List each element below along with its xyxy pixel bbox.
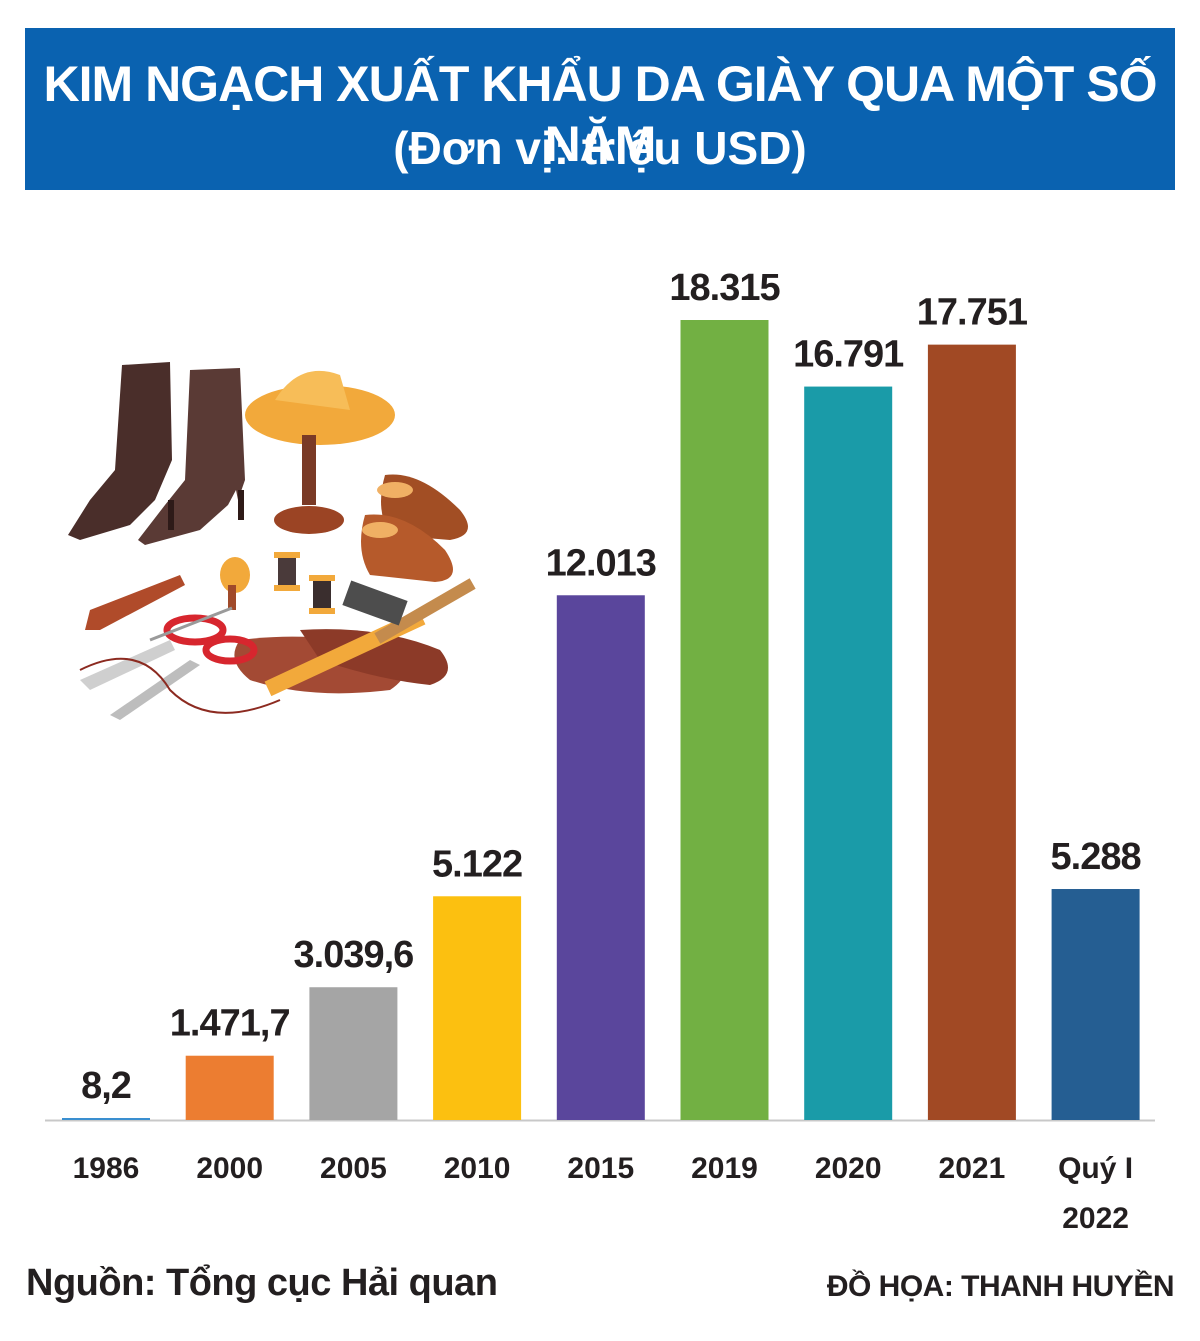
data-label: 1.471,7: [170, 1003, 290, 1045]
x-tick-label: 2020: [815, 1152, 882, 1185]
title-banner: KIM NGẠCH XUẤT KHẨU DA GIÀY QUA MỘT SỐ N…: [25, 28, 1175, 190]
x-tick-label: Quý I: [1058, 1152, 1133, 1185]
brown-shoes-icon: [361, 474, 468, 582]
data-label: 5.288: [1051, 836, 1141, 878]
bar: [804, 386, 893, 1121]
data-label: 17.751: [917, 292, 1028, 334]
bar: [309, 987, 398, 1120]
data-label: 12.013: [546, 542, 656, 584]
hat-stand-icon: [245, 370, 395, 534]
source-note: Nguồn: Tổng cục Hải quan: [26, 1262, 498, 1304]
bar: [185, 1055, 274, 1120]
awl-icon: [85, 557, 250, 642]
x-tick-label: 2000: [196, 1152, 263, 1185]
x-tick-label: 1986: [73, 1152, 140, 1185]
data-label: 16.791: [793, 334, 904, 376]
hammer-icon: [342, 578, 476, 644]
data-label: 5.122: [432, 843, 522, 885]
leather-shoes-and-tools-icon: [68, 362, 476, 720]
boots-icon: [68, 362, 245, 545]
chart-subtitle: (Đơn vị: triệu USD): [393, 122, 807, 174]
bar: [556, 595, 645, 1120]
thread-spool-icon: [274, 552, 335, 614]
x-tick-label: 2015: [567, 1152, 634, 1185]
data-label: 3.039,6: [294, 934, 414, 976]
data-label: 18.315: [669, 267, 780, 309]
bar: [927, 344, 1016, 1120]
x-tick-label: 2005: [320, 1152, 387, 1185]
x-tick-label: 2019: [691, 1152, 758, 1185]
scissors-icon: [80, 614, 258, 720]
graphic-credit: ĐỒ HỌA: THANH HUYỀN: [826, 1270, 1175, 1303]
bar: [680, 320, 769, 1120]
bar: [62, 1118, 150, 1120]
x-tick-label: 2021: [939, 1152, 1006, 1185]
chart-title: KIM NGẠCH XUẤT KHẨU DA GIÀY QUA MỘT SỐ N…: [43, 56, 1158, 172]
data-label: 8,2: [81, 1065, 131, 1107]
bar: [433, 896, 522, 1120]
x-tick-label: 2022: [1062, 1202, 1129, 1235]
bar: [1051, 889, 1140, 1120]
x-tick-label: 2010: [444, 1152, 511, 1185]
